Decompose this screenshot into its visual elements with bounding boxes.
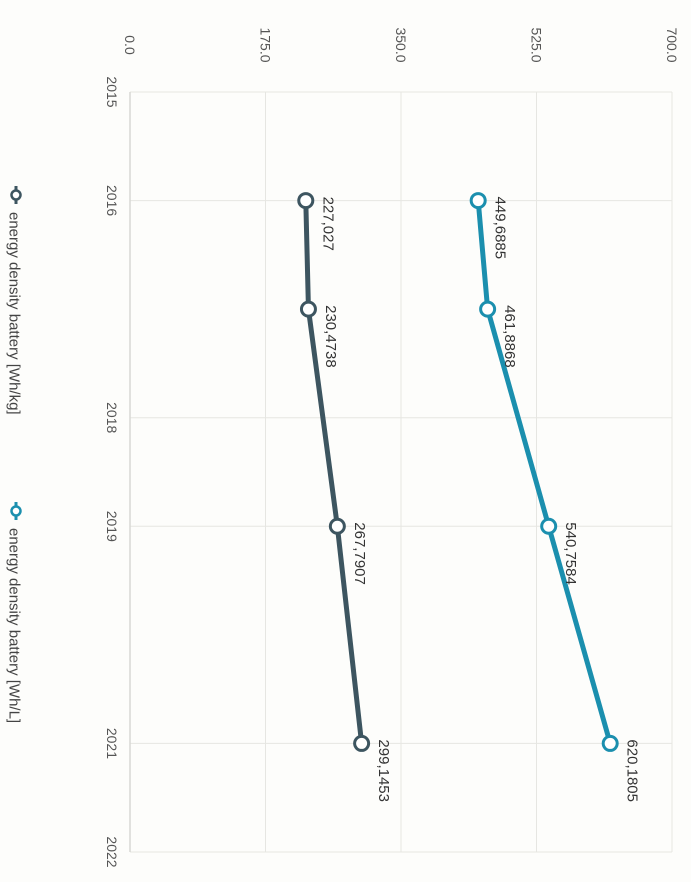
y-tick-label-3: 525.0 — [529, 27, 545, 62]
x-tick-label-5: 2022 — [104, 836, 120, 867]
data-point-0-3 — [353, 734, 371, 752]
data-label-1-0: 449,6885 — [492, 197, 509, 260]
y-tick-label-4: 700.0 — [664, 27, 680, 62]
series-line-0 — [303, 198, 365, 746]
data-point-1-1 — [479, 300, 497, 318]
data-label-0-0: 227,027 — [319, 197, 336, 251]
data-point-1-0 — [469, 192, 487, 210]
y-tick-label-0: 0.0 — [122, 35, 138, 55]
x-tick-label-3: 2019 — [104, 511, 120, 542]
data-label-1-1: 461,8868 — [501, 305, 518, 368]
data-label-1-2: 540,7584 — [562, 522, 579, 585]
data-label-0-2: 267,7907 — [351, 522, 368, 585]
series-line-1 — [475, 198, 613, 746]
legend-marker-0 — [10, 189, 22, 201]
data-label-0-1: 230,4738 — [322, 305, 339, 368]
y-tick-label-2: 350.0 — [393, 27, 409, 62]
data-label-0-3: 299,1453 — [375, 739, 392, 802]
data-point-0-2 — [328, 517, 346, 535]
data-point-1-3 — [601, 734, 619, 752]
x-tick-label-4: 2021 — [104, 728, 120, 759]
y-tick-label-1: 175.0 — [258, 27, 274, 62]
x-tick-label-1: 2016 — [104, 185, 120, 216]
x-tick-label-0: 2015 — [104, 76, 120, 107]
legend-marker-1 — [10, 505, 22, 517]
x-tick-label-2: 2018 — [104, 402, 120, 433]
legend-label-1: energy density battery [Wh/L] — [6, 528, 23, 723]
data-point-1-2 — [540, 517, 558, 535]
data-point-0-1 — [299, 300, 317, 318]
data-label-1-3: 620,1805 — [624, 739, 641, 802]
legend-label-0: energy density battery [Wh/kg] — [6, 212, 23, 415]
data-point-0-0 — [297, 192, 315, 210]
